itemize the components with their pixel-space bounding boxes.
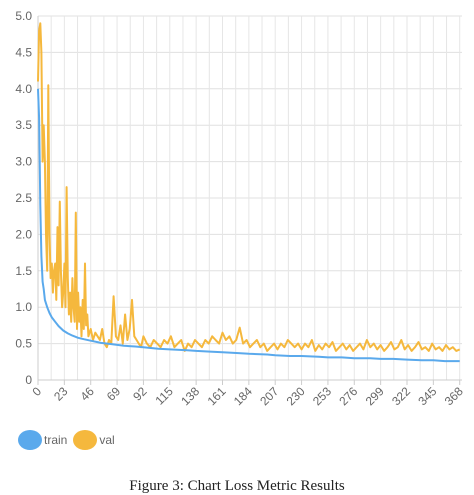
x-tick-label: 299: [363, 384, 387, 408]
y-tick-label: 4.5: [15, 45, 32, 59]
x-tick-label: 115: [152, 384, 176, 408]
x-axis: 0 23 46 69 92 115 138 161 184 207 230 253 276 299 322 3…: [29, 380, 466, 408]
x-tick-label: 138: [178, 384, 202, 408]
y-tick-label: 1.5: [15, 264, 32, 278]
x-tick-label: 184: [231, 384, 255, 408]
x-tick-label: 161: [205, 384, 229, 408]
x-tick-label: 322: [389, 384, 413, 408]
y-tick-label: 3.0: [15, 155, 32, 169]
y-tick-label: 3.5: [15, 118, 32, 132]
x-tick-label: 92: [130, 384, 150, 404]
x-tick-label: 23: [51, 384, 71, 404]
x-tick-label: 46: [77, 384, 97, 404]
loss-chart: 0 0.5 1.0 1.5 2.0 2.5 3.0 3.5 4.0 4.5 5.0 0 23 46 69 9…: [15, 9, 466, 408]
x-tick-label: 276: [336, 384, 360, 408]
x-tick-label: 368: [442, 384, 466, 408]
legend-label-val: val: [99, 433, 115, 447]
y-tick-label: 2.5: [15, 191, 32, 205]
legend-swatch-val: [73, 430, 98, 450]
y-tick-label: 1.0: [15, 300, 32, 314]
y-tick-label: 5.0: [15, 9, 32, 23]
x-tick-label: 207: [257, 384, 281, 408]
chart-legend: train val: [18, 430, 121, 450]
y-tick-label: 0.5: [15, 337, 32, 351]
x-tick-label: 253: [310, 384, 334, 408]
x-tick-label: 230: [284, 384, 308, 408]
y-tick-label: 2.0: [15, 227, 32, 241]
y-axis: 0 0.5 1.0 1.5 2.0 2.5 3.0 3.5 4.0 4.5 5.0: [15, 9, 32, 387]
y-tick-label: 0: [25, 373, 32, 387]
legend-item-val[interactable]: val: [73, 430, 115, 450]
x-tick-label: 345: [415, 384, 439, 408]
legend-label-train: train: [44, 433, 68, 447]
chart-grid: [37, 15, 462, 381]
legend-swatch-train: [18, 430, 42, 450]
chart-series: [37, 22, 461, 363]
y-tick-label: 4.0: [15, 82, 32, 96]
legend-item-train[interactable]: train: [18, 430, 67, 450]
figure-caption: Figure 3: Chart Loss Metric Results: [129, 478, 345, 494]
x-tick-label: 0: [29, 384, 44, 399]
series-line-train: [37, 88, 460, 363]
x-tick-label: 69: [104, 384, 124, 404]
